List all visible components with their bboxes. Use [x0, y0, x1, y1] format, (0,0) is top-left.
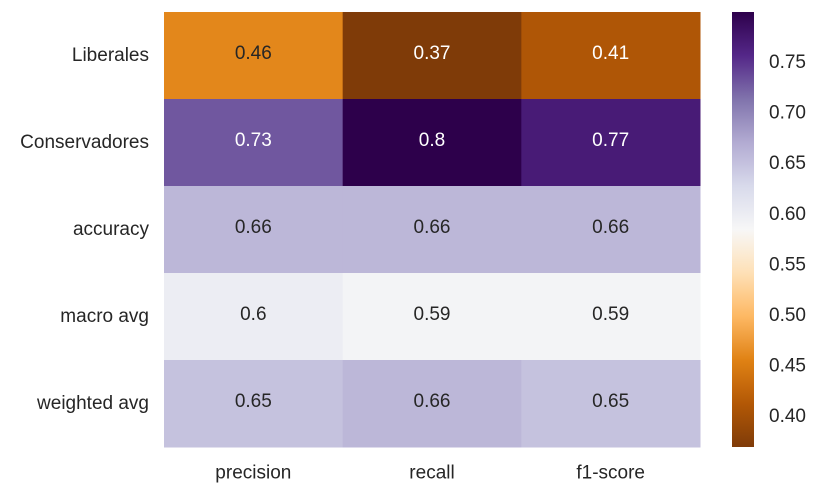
y-tick-label: Liberales [72, 45, 149, 66]
cell-value-label: 0.59 [414, 304, 451, 325]
heatmap-cell [342, 360, 522, 448]
heatmap-cell [164, 12, 344, 100]
colorbar-tick-label: 0.50 [769, 305, 806, 326]
heatmap-cell [521, 360, 701, 448]
y-tick-label: weighted avg [36, 393, 149, 414]
cell-value-label: 0.66 [414, 217, 451, 238]
heatmap-cell [342, 12, 522, 100]
heatmap-cell [342, 186, 522, 274]
cell-value-label: 0.65 [235, 391, 272, 412]
colorbar-tick-label: 0.40 [769, 406, 806, 427]
y-tick-label: accuracy [73, 219, 150, 240]
cell-value-label: 0.46 [235, 43, 272, 64]
colorbar-tick-label: 0.70 [769, 103, 806, 124]
colorbar-gradient [732, 12, 754, 447]
cell-value-label: 0.59 [592, 304, 629, 325]
cell-value-label: 0.8 [419, 130, 445, 151]
colorbar [732, 12, 754, 447]
cell-value-label: 0.6 [240, 304, 266, 325]
colorbar-tick-label: 0.65 [769, 153, 806, 174]
heatmap-cell [521, 186, 701, 274]
heatmap-cell-labels: 0.46 0.37 0.41 0.73 0.8 0.77 0.66 0.66 0.66 0.6 0.… [235, 43, 629, 412]
cell-value-label: 0.37 [414, 43, 451, 64]
cell-value-label: 0.66 [414, 391, 451, 412]
colorbar-tick-label: 0.75 [769, 52, 806, 73]
x-axis-tick-labels: precision recall f1-score [215, 463, 645, 484]
cell-value-label: 0.66 [235, 217, 272, 238]
heatmap-cell [164, 186, 344, 274]
heatmap-cell [521, 12, 701, 100]
cell-value-label: 0.77 [592, 130, 629, 151]
heatmap-cell [342, 273, 522, 361]
heatmap-cell [164, 273, 344, 361]
x-tick-label: f1-score [576, 463, 645, 484]
cell-value-label: 0.73 [235, 130, 272, 151]
cell-value-label: 0.66 [592, 217, 629, 238]
y-axis-tick-labels: Liberales Conservadores accuracy macro avg w… [20, 45, 149, 414]
y-tick-label: Conservadores [20, 132, 149, 153]
x-tick-label: precision [215, 463, 291, 484]
heatmap-cell [521, 99, 701, 187]
heatmap-cell [164, 99, 344, 187]
y-tick-label: macro avg [60, 306, 149, 327]
heatmap-cell [342, 99, 522, 187]
cell-value-label: 0.65 [592, 391, 629, 412]
x-tick-label: recall [409, 463, 454, 484]
colorbar-tick-labels: 0.40 0.45 0.50 0.55 0.60 0.65 0.70 0.75 [769, 52, 806, 427]
heatmap-cells [164, 12, 701, 448]
cell-value-label: 0.41 [592, 43, 629, 64]
colorbar-tick-label: 0.45 [769, 356, 806, 377]
colorbar-tick-label: 0.60 [769, 204, 806, 225]
heatmap-cell [164, 360, 344, 448]
heatmap-cell [521, 273, 701, 361]
colorbar-tick-label: 0.55 [769, 254, 806, 275]
